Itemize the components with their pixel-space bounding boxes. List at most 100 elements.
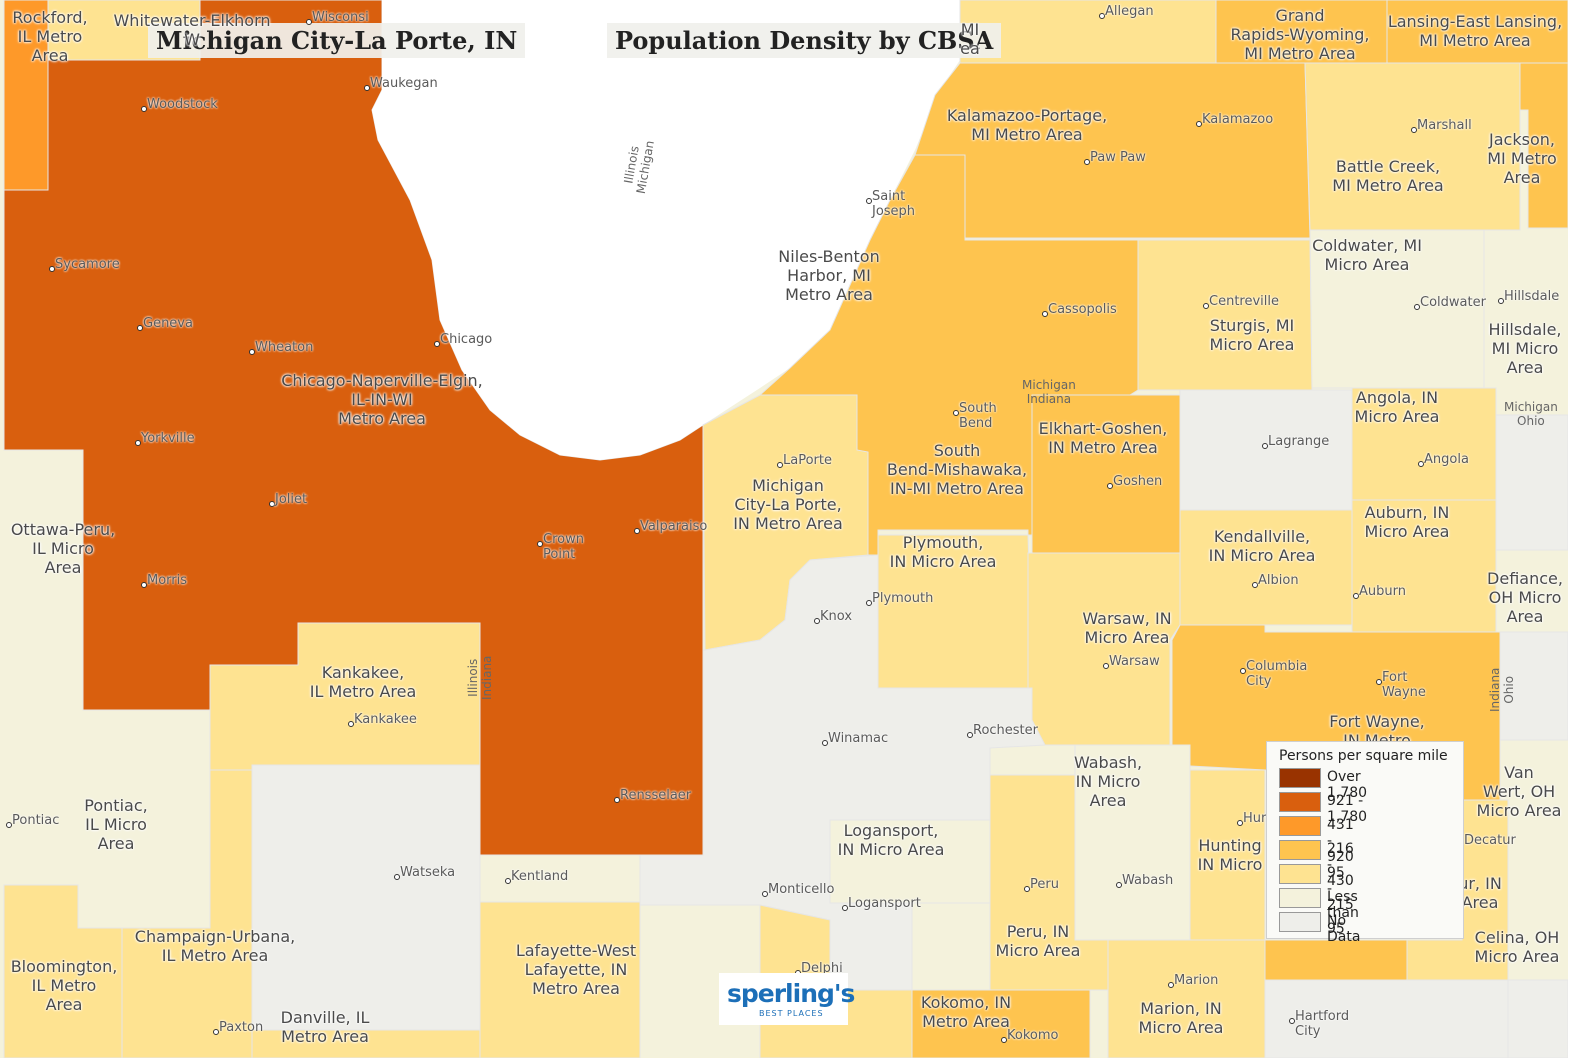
region-warsaw [1027,552,1181,746]
city-marker [814,618,820,624]
city-label-line: Delphi [801,961,843,976]
area-label-line: Defiance, [1487,569,1563,588]
city-marker [49,266,55,272]
city-marker [1099,13,1105,19]
area-label-line: Hunting [1198,836,1262,855]
area-label-line: ea [960,39,980,58]
region-champaign [121,769,253,1058]
area-label-bloomington: Bloomington, IL Metro Area [11,957,118,1014]
city-label-line: Crown [543,532,584,547]
area-label-line: Area [1089,791,1127,810]
city-label-watseka: Watseka [400,865,455,880]
city-label-knox: Knox [820,609,852,624]
area-label-line: MI Metro [1487,149,1557,168]
area-label-line: Area [44,558,82,577]
area-label-line: MI Micro [1491,339,1559,358]
area-label-line: Kokomo, IN [920,993,1012,1012]
lake-michigan [372,0,960,460]
area-label-line: IL Micro [85,815,147,834]
city-marker [269,501,275,507]
area-label-line: Area [97,834,135,853]
area-label-line: Jackson, [1489,130,1555,149]
city-label-albion: Albion [1258,573,1299,588]
area-label-line: IN Micro [1075,772,1141,791]
area-label-line: IN Micro [1197,855,1263,874]
city-label-line: Sycamore [55,257,120,272]
city-marker [1107,483,1113,489]
city-label-geneva: Geneva [143,316,193,331]
city-label-line: Plymouth [872,591,934,606]
area-label-line: IL Micro [32,539,94,558]
city-label-line: Coldwater [1420,295,1486,310]
area-label-line: South [933,441,981,460]
city-label-kentland: Kentland [511,869,568,884]
city-label-woodstock: Woodstock [147,97,218,112]
city-label-line: Hillsdale [1504,289,1560,304]
legend-swatch [1279,840,1321,860]
city-marker [137,325,143,331]
area-label-line: Micro Area [1138,1018,1224,1037]
area-label-pontiac: Pontiac, IL Micro Area [84,796,147,853]
city-label-line: Columbia [1246,659,1308,674]
area-label-line: Micro Area [995,941,1081,960]
city-marker [822,740,828,746]
area-label-defiance: Defiance, OH Micro Area [1487,569,1563,626]
area-label-line: IN Metro Area [1048,438,1158,457]
area-label-grand-rapids: Grand Rapids-Wyoming, MI Metro Area [1231,6,1370,63]
city-label-south-bend-city: South Bend [959,401,997,431]
area-label-line: Micro Area [1474,947,1560,966]
area-label-line: Rockford, [12,8,88,27]
area-label-wabash: Wabash, IN Micro Area [1074,753,1142,810]
area-label-coldwater: Coldwater, MI Micro Area [1312,236,1422,274]
area-label-line: Metro Area [922,1012,1010,1031]
area-label-van-wert: Van Wert, OH Micro Area [1477,763,1562,820]
area-label-line: Area [1506,358,1544,377]
city-label-line: Pontiac [12,813,60,828]
city-label-line: Albion [1258,573,1299,588]
city-marker [777,462,783,468]
area-label-line: Plymouth, [902,533,984,552]
city-label-cassopolis: Cassopolis [1048,302,1117,317]
city-label-line: Hartford [1295,1009,1350,1024]
city-marker [1240,668,1246,674]
area-label-line: Marion, IN [1140,999,1222,1018]
area-label-line: Sturgis, MI [1209,316,1295,335]
city-label-marion-city: Marion [1174,973,1218,988]
area-label-kendallville: Kendallville, IN Micro Area [1209,527,1316,565]
area-label-line: Whitewater-Elkhorn [113,11,271,30]
city-label-crown-point: Crown Point [543,532,584,562]
region-sturgis [1137,239,1313,391]
region-hartford [1264,979,1509,1058]
city-label-line: Knox [820,609,853,624]
city-marker [866,600,872,606]
area-label-line: Kendallville, [1213,527,1311,546]
city-label-line: Auburn [1359,584,1406,599]
city-label-line: Saint [872,189,906,204]
area-label-line: Micro Area [1364,522,1450,541]
state-label-mi-oh: Michigan Ohio [1504,400,1558,428]
city-marker [1024,886,1030,892]
city-label-plymouth-city: Plymouth [872,591,933,606]
city-label-line: Paw Paw [1090,150,1146,165]
city-label-hillsdale-city: Hillsdale [1504,289,1559,304]
city-label-rochester: Rochester [973,723,1038,738]
city-label-lagrange: Lagrange [1268,434,1329,449]
city-label-line: Angola [1424,452,1469,467]
state-label-mi-in: Michigan Indiana [1022,378,1076,406]
area-label-line: MI Metro Area [1419,31,1531,50]
area-label-line: Van [1504,763,1534,782]
city-label-line: Marshall [1417,118,1472,133]
area-label-line: Metro Area [281,1027,369,1046]
city-marker [1262,443,1268,449]
city-marker [135,440,141,446]
area-label-line: Micro Area [1476,801,1562,820]
area-label-kalamazoo: Kalamazoo-Portage, MI Metro Area [947,106,1107,144]
city-label-joliet: Joliet [275,492,307,507]
area-label-champaign: Champaign-Urbana, IL Metro Area [135,927,295,965]
area-label-south-bend: South Bend-Mishawaka, IN-MI Metro Area [887,441,1027,498]
area-label-line: Micro Area [1084,628,1170,647]
state-label-line: Indiana [1026,392,1072,406]
city-label-line: Morris [147,573,188,588]
region-danville [251,1029,481,1058]
